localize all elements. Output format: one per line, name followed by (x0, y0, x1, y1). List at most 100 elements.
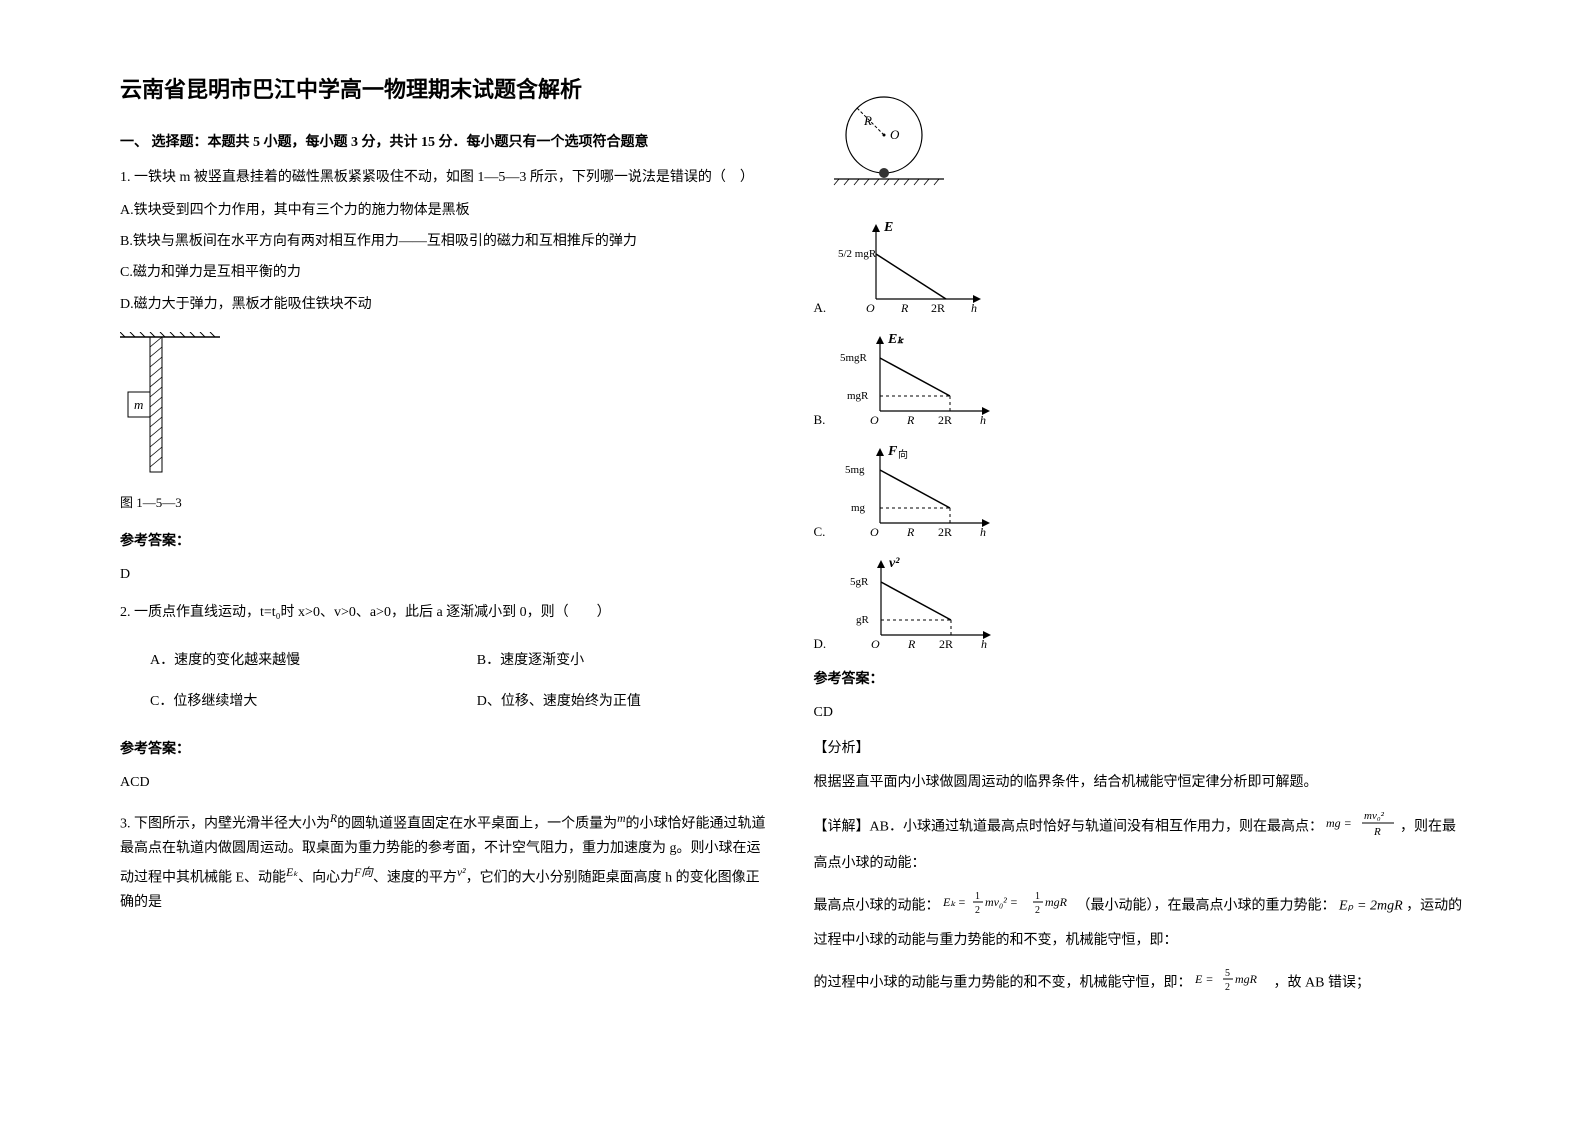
svg-text:mg: mg (851, 502, 866, 514)
graph-c-svg: F 向 5mg mg O R 2R h (835, 443, 995, 543)
svg-text:Eₖ =: Eₖ = (943, 895, 966, 909)
q1-answer-label: 参考答案： (120, 529, 774, 554)
svg-text:O: O (866, 301, 875, 315)
q3-text: 3. 下图所示，内壁光滑半径大小为R的圆轨道竖直固定在水平桌面上，一个质量为m的… (120, 808, 774, 916)
svg-text:R: R (1373, 826, 1381, 838)
svg-text:2R: 2R (938, 525, 952, 539)
q1-option-a: A.铁块受到四个力作用，其中有三个力的施力物体是黑板 (120, 198, 774, 223)
q3-circle-diagram: R O (814, 85, 1468, 204)
hanging-block-diagram: m (120, 332, 220, 482)
q2-text: 2. 一质点作直线运动，t=t₀时 x>0、v>0、a>0，此后 a 逐渐减小到… (120, 600, 774, 625)
detail-line-1: 【详解】AB．小球通过轨道最高点时恰好与轨道间没有相互作用力，则在最高点： mg… (814, 805, 1468, 878)
q2-option-b: B．速度逐渐变小 (447, 648, 774, 673)
q1-diagram: m 图 1—5—3 (120, 332, 774, 515)
analysis-text: 根据竖直平面内小球做圆周运动的临界条件，结合机械能守恒定律分析即可解题。 (814, 769, 1468, 797)
graph-d-label: D. (814, 632, 827, 655)
svg-text:2R: 2R (938, 413, 952, 427)
svg-text:h: h (971, 301, 977, 315)
q3-answer-label: 参考答案： (814, 667, 1468, 692)
svg-text:5: 5 (1225, 968, 1230, 979)
svg-text:mv₀²: mv₀² (1364, 810, 1385, 822)
q3-analysis: 【分析】 根据竖直平面内小球做圆周运动的临界条件，结合机械能守恒定律分析即可解题… (814, 736, 1468, 1004)
graph-c-label: C. (814, 520, 826, 543)
graph-b-label: B. (814, 408, 826, 431)
detail-t3: （最小动能），在最高点小球的重力势能： (1077, 898, 1336, 913)
q3-v2: v² (457, 866, 466, 879)
document-title: 云南省昆明市巴江中学高一物理期末试题含解析 (120, 70, 774, 110)
svg-text:1: 1 (975, 891, 980, 902)
graph-d-svg: v² 5gR gR O R 2R h (836, 555, 996, 655)
svg-text:向: 向 (898, 448, 908, 461)
formula-4: E = 5 2 mgR (1195, 963, 1270, 1004)
svg-text:R: R (900, 301, 909, 315)
formula-3: Eₚ = 2mgR (1339, 898, 1403, 913)
q1-option-d: D.磁力大于弹力，黑板才能吸住铁块不动 (120, 292, 774, 317)
svg-text:2R: 2R (931, 301, 945, 315)
svg-text:O: O (870, 413, 879, 427)
q2-option-a: A．速度的变化越来越慢 (120, 648, 447, 673)
svg-text:2: 2 (1035, 905, 1040, 916)
question-1: 1. 一铁块 m 被竖直悬挂着的磁性黑板紧紧吸住不动，如图 1—5—3 所示，下… (120, 165, 774, 588)
svg-text:gR: gR (856, 614, 870, 626)
graph-option-c: C. F 向 5mg mg O R 2R h (814, 443, 1468, 543)
right-column: R O A. E 5/2 mgR O R 2R (794, 70, 1488, 1052)
q3-Ek: Eₖ (286, 866, 298, 879)
svg-text:E: E (883, 220, 893, 235)
svg-text:O: O (871, 637, 880, 651)
svg-text:v²: v² (889, 556, 900, 571)
q3-t1: 3. 下图所示，内壁光滑半径大小为 (120, 816, 330, 831)
q3-answer: CD (814, 700, 1468, 725)
svg-text:E =: E = (1195, 972, 1213, 986)
question-2: 2. 一质点作直线运动，t=t₀时 x>0、v>0、a>0，此后 a 逐渐减小到… (120, 600, 774, 796)
svg-text:5mgR: 5mgR (840, 352, 868, 364)
graph-option-a: A. E 5/2 mgR O R 2R h (814, 219, 1468, 319)
q2-answer: ACD (120, 770, 774, 795)
svg-text:mgR: mgR (847, 390, 869, 402)
svg-text:O: O (890, 127, 900, 142)
svg-text:R: R (906, 413, 915, 427)
q3-t4: 、向心力 (298, 870, 354, 885)
detail-line-2: 最高点小球的动能： Eₖ = 12mv₀² = 12mgR （最小动能），在最高… (814, 886, 1468, 955)
svg-text:h: h (981, 637, 987, 651)
q1-option-b: B.铁块与黑板间在水平方向有两对相互作用力——互相吸引的磁力和互相推斥的弹力 (120, 229, 774, 254)
formula-1: mg = mv₀² R (1326, 805, 1396, 850)
graph-a-label: A. (814, 296, 827, 319)
q3-Fc: F向 (354, 866, 373, 879)
formula-2: Eₖ = 12mv₀² = 12mgR (943, 886, 1073, 927)
detail-label: 【详解】 (814, 819, 870, 834)
graph-a-svg: E 5/2 mgR O R 2R h (836, 219, 986, 319)
analysis-label: 【分析】 (814, 736, 1468, 761)
detail-line-3: 的过程中小球的动能与重力势能的和不变，机械能守恒，即： E = 52mgR ，故… (814, 963, 1468, 1004)
q1-answer: D (120, 562, 774, 587)
svg-text:h: h (980, 525, 986, 539)
q3-t2: 的圆轨道竖直固定在水平桌面上，一个质量为 (337, 816, 617, 831)
q3-m: m (617, 812, 625, 825)
svg-text:2: 2 (1225, 982, 1230, 993)
svg-text:1: 1 (1035, 891, 1040, 902)
svg-text:2R: 2R (939, 637, 953, 651)
graph-option-d: D. v² 5gR gR O R 2R h (814, 555, 1468, 655)
svg-text:Eₖ: Eₖ (887, 332, 904, 347)
q2-answer-label: 参考答案： (120, 737, 774, 762)
svg-text:O: O (870, 525, 879, 539)
left-column: 云南省昆明市巴江中学高一物理期末试题含解析 一、 选择题：本题共 5 小题，每小… (100, 70, 794, 1052)
svg-text:R: R (907, 637, 916, 651)
q2-option-d: D、位移、速度始终为正值 (447, 689, 774, 714)
svg-text:mv₀² =: mv₀² = (985, 895, 1018, 909)
svg-text:mgR: mgR (1235, 972, 1258, 986)
svg-text:R: R (863, 113, 872, 128)
detail-t5: ，故 AB 错误； (1274, 975, 1370, 990)
q1-option-c: C.磁力和弹力是互相平衡的力 (120, 260, 774, 285)
detail-t1: AB．小球通过轨道最高点时恰好与轨道间没有相互作用力，则在最高点： (870, 819, 1323, 834)
section-1-header: 一、 选择题：本题共 5 小题，每小题 3 分，共计 15 分．每小题只有一个选… (120, 130, 774, 155)
block-label-m: m (134, 397, 143, 412)
q3-t5: 、速度的平方 (373, 870, 457, 885)
svg-text:h: h (980, 413, 986, 427)
svg-text:F: F (887, 444, 898, 459)
svg-text:mg =: mg = (1326, 816, 1352, 830)
q1-text: 1. 一铁块 m 被竖直悬挂着的磁性黑板紧紧吸住不动，如图 1—5—3 所示，下… (120, 165, 774, 190)
q1-figure-label: 图 1—5—3 (120, 491, 774, 514)
svg-text:2: 2 (975, 905, 980, 916)
svg-text:5/2 mgR: 5/2 mgR (838, 248, 877, 260)
question-3: 3. 下图所示，内壁光滑半径大小为R的圆轨道竖直固定在水平桌面上，一个质量为m的… (120, 808, 774, 916)
